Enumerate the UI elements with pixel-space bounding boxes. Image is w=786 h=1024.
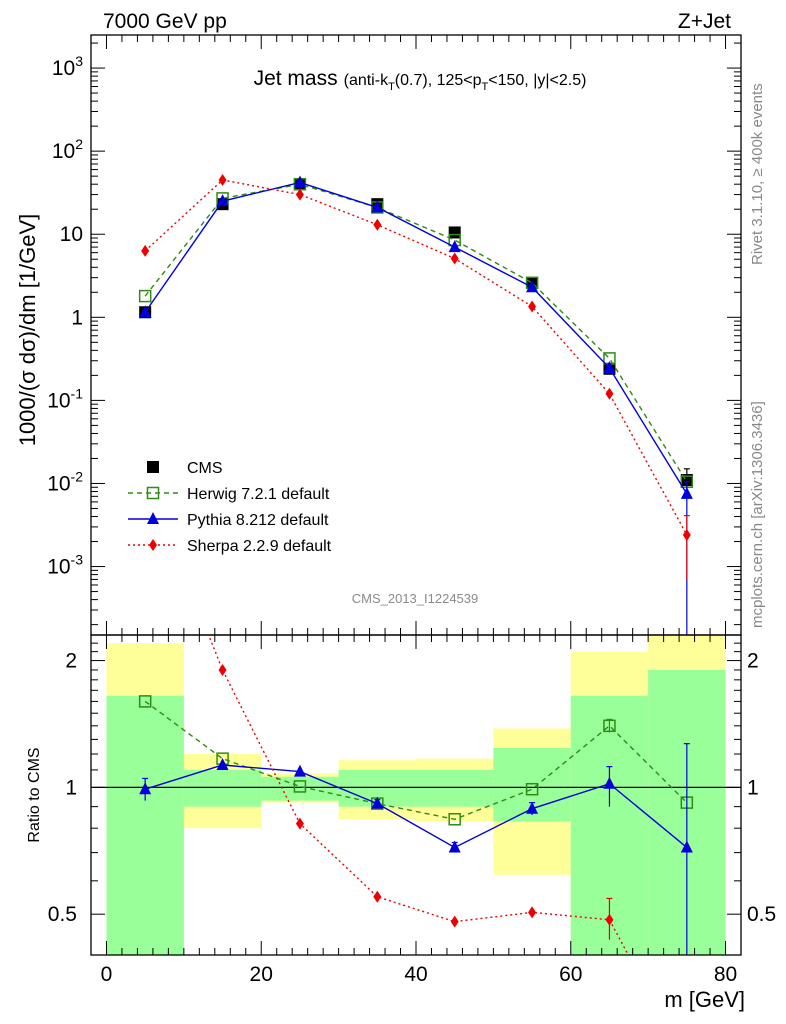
ratio-y-axis-label: Ratio to CMS xyxy=(26,747,43,842)
ratio-pythia-point xyxy=(526,801,539,814)
main-pythia-point xyxy=(680,486,693,499)
main-pythia-point xyxy=(216,194,229,207)
analysis-watermark: CMS_2013_I1224539 xyxy=(352,591,479,606)
main-y-tick-label: 1 xyxy=(71,306,83,329)
x-tick-label: 20 xyxy=(250,963,273,986)
main-y-tick-label: 10-3 xyxy=(47,552,83,579)
ratio-pythia-line xyxy=(144,764,688,849)
main-y-tick-label: 10 xyxy=(60,223,83,246)
main-pythia-point xyxy=(139,305,152,318)
ratio-y-tick-label: 2 xyxy=(65,650,77,673)
process-label: Z+Jet xyxy=(678,10,731,33)
x-tick-label: 0 xyxy=(101,963,113,986)
ratio-y-tick-label-right: 2 xyxy=(747,650,759,673)
main-sherpa-point xyxy=(450,252,459,265)
ratio-pythia-point xyxy=(216,758,229,771)
ratio-herwig-point xyxy=(293,780,307,793)
x-axis-label: m [GeV] xyxy=(664,987,745,1012)
mcplots-label: mcplots.cern.ch [arXiv:1306.3436] xyxy=(749,401,766,628)
main-herwig-point xyxy=(138,289,152,303)
plot-title-detail: (anti-k xyxy=(344,72,389,89)
main-sherpa-point xyxy=(141,244,150,257)
legend-pythia-marker xyxy=(147,512,159,524)
ratio-band-inner xyxy=(106,695,184,955)
ratio-pythia-point xyxy=(603,776,616,789)
main-cms-point xyxy=(448,226,461,239)
ratio-band-inner xyxy=(261,776,339,801)
legend-cms-marker xyxy=(147,461,159,473)
main-sherpa-point xyxy=(295,188,304,201)
x-tick-label: 80 xyxy=(714,963,737,986)
main-pythia-line xyxy=(144,181,688,495)
legend-sherpa-label: Sherpa 2.2.9 default xyxy=(187,538,332,555)
x-tick-label: 60 xyxy=(559,963,582,986)
main-pythia-point xyxy=(371,200,384,213)
ratio-pythia-point xyxy=(139,782,152,795)
main-pythia-point xyxy=(293,175,306,188)
ratio-y-tick-label-right: 1 xyxy=(747,776,759,799)
ratio-herwig-point xyxy=(448,813,461,826)
main-y-tick-label: 102 xyxy=(52,136,83,163)
ratio-herwig-point xyxy=(603,719,616,733)
main-y-tick-label: 10-1 xyxy=(47,385,83,412)
ratio-sherpa-line xyxy=(207,635,630,955)
ratio-panel xyxy=(91,635,741,955)
main-sherpa-point xyxy=(528,300,537,313)
plot-title: Jet mass (anti-kT(0.7), 125<pT<150, |y|<2… xyxy=(254,67,587,93)
legend-sherpa-marker xyxy=(149,539,157,551)
ratio-pythia-point xyxy=(293,764,306,777)
main-herwig-line xyxy=(144,183,688,483)
ratio-herwig-point xyxy=(525,782,539,796)
main-pythia-point xyxy=(603,361,616,374)
legend-herwig-marker xyxy=(146,486,160,500)
main-y-axis-label: 1000/(σ dσ)/dm [1/GeV] xyxy=(15,214,40,447)
ratio-pythia-point xyxy=(680,840,693,853)
ratio-sherpa-point xyxy=(450,915,459,928)
ratio-y-tick-label: 1 xyxy=(65,776,77,799)
main-pythia-point xyxy=(448,240,461,253)
main-sherpa-point xyxy=(605,387,614,400)
ratio-pythia-point xyxy=(448,840,461,853)
ratio-sherpa-point xyxy=(373,890,382,903)
ratio-y-tick-label-right: 0.5 xyxy=(747,903,776,926)
ratio-sherpa-point xyxy=(218,663,227,676)
ratio-y-tick-label: 0.5 xyxy=(48,903,77,926)
main-pythia-point xyxy=(526,280,539,293)
x-tick-label: 40 xyxy=(404,963,427,986)
energy-label: 7000 GeV pp xyxy=(103,10,227,33)
axis-ticks: 10-3 10-2 10-1 1 10 102 103 0 20 40 60 80 0.5 0.5 1 1 2 2 xyxy=(47,35,776,986)
main-y-tick-label: 103 xyxy=(52,53,83,80)
main-panel xyxy=(138,173,694,635)
ratio-herwig-point xyxy=(138,695,152,708)
main-sherpa-line xyxy=(144,179,688,536)
legend-cms-label: CMS xyxy=(187,460,223,477)
main-sherpa-point xyxy=(373,218,382,231)
plot-title-main: Jet mass xyxy=(254,67,338,90)
ratio-sherpa-point xyxy=(605,913,614,926)
ratio-sherpa-point xyxy=(528,906,537,919)
ratio-herwig-line xyxy=(144,700,688,820)
ratio-sherpa-point xyxy=(295,817,304,830)
ratio-band-inner xyxy=(416,769,494,807)
main-y-tick-label: 10-2 xyxy=(47,468,83,495)
legend-pythia-label: Pythia 8.212 default xyxy=(187,512,329,529)
main-sherpa-point xyxy=(218,173,227,186)
legend-herwig-label: Herwig 7.2.1 default xyxy=(187,486,330,503)
legend: CMS Herwig 7.2.1 default Pythia 8.212 defa… xyxy=(128,460,332,555)
ratio-band-inner xyxy=(183,769,262,807)
main-sherpa-point xyxy=(682,528,691,541)
ratio-pythia-point xyxy=(371,796,384,809)
rivet-label: Rivet 3.1.10, ≥ 400k events xyxy=(749,83,766,265)
